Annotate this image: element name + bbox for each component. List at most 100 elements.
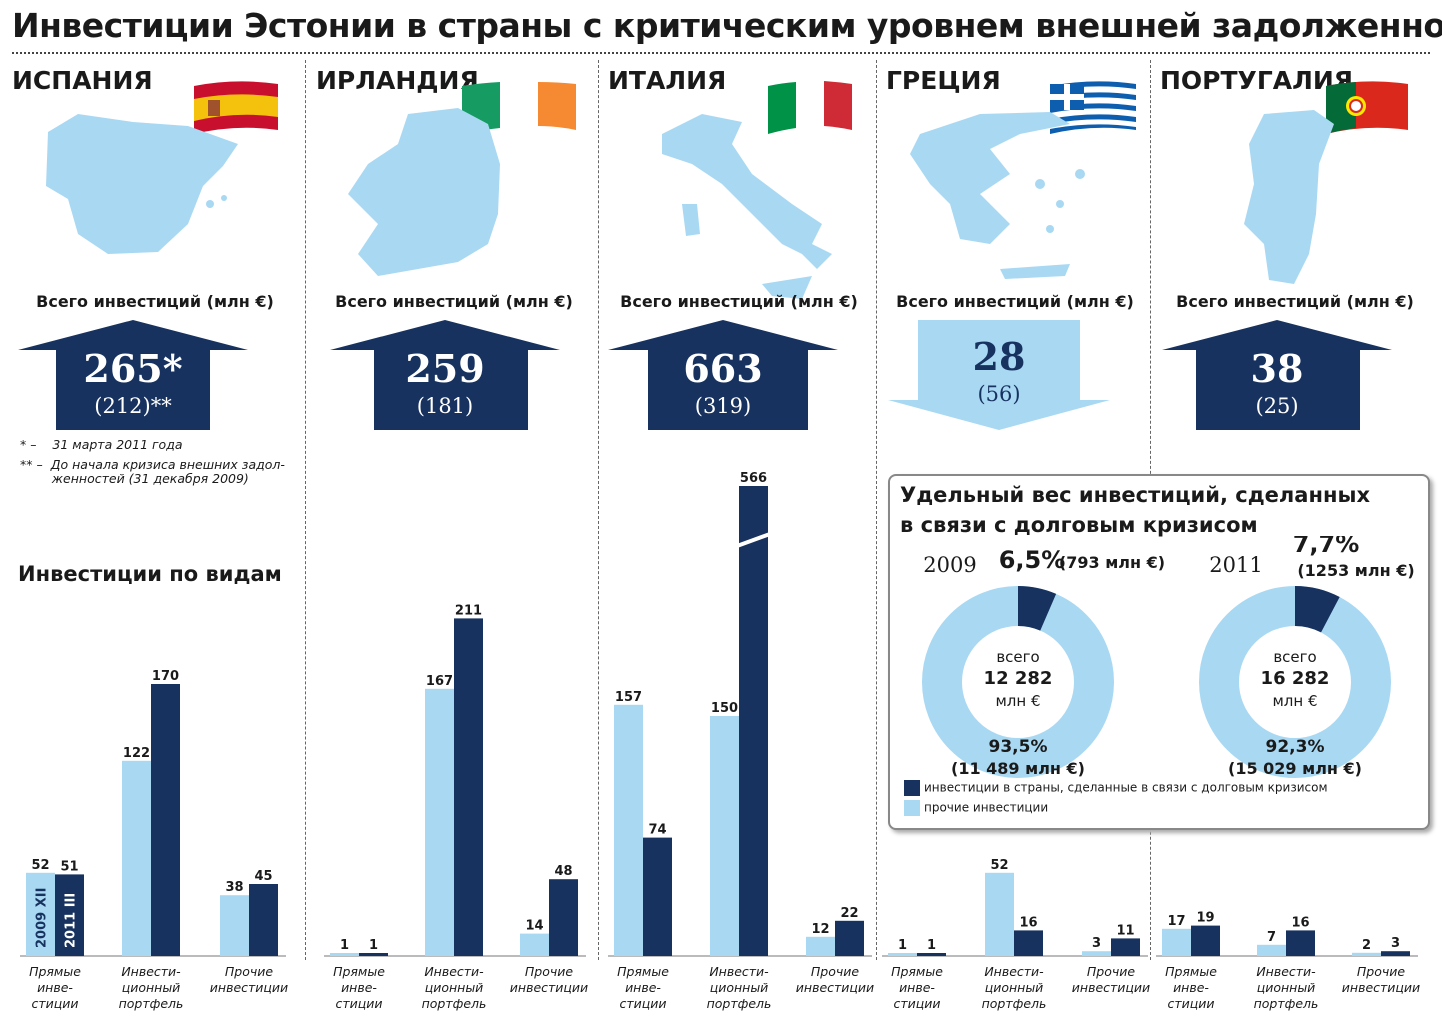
total-value: 28: [972, 334, 1026, 379]
category-label: инвестиции: [796, 980, 874, 995]
greece-flag-icon: [1050, 81, 1136, 134]
category-label: ционный: [710, 980, 769, 995]
category-label: стиции: [893, 996, 940, 1011]
bar-2009: [1352, 952, 1381, 956]
bar-value-label: 14: [525, 919, 543, 934]
panel-title-text: Удельный вес инвестиций, сделанных в свя…: [900, 483, 1370, 537]
total-label: Всего инвестиций (млн €): [335, 292, 573, 311]
donut-total-value: 16 282: [1261, 668, 1330, 689]
bar-2009: [1257, 944, 1286, 956]
column-separator: [876, 60, 877, 960]
section-title: Инвестиции по видам: [18, 562, 282, 586]
up-arrow-icon: [1162, 320, 1392, 430]
down-arrow-icon: [888, 320, 1110, 430]
donut-crisis-slice: [1018, 586, 1057, 631]
note-mark: * –: [20, 437, 37, 452]
legend-label: прочие инвестиции: [924, 800, 1049, 815]
debt-crisis-share-panel: Удельный вес инвестиций, сделанных в свя…: [888, 474, 1430, 830]
category-label: портфель: [707, 996, 772, 1011]
total-prev: (56): [977, 382, 1021, 406]
donut-share-amount: (793 млн €): [1059, 553, 1165, 572]
ireland-flag-icon: [462, 81, 576, 134]
bar-value-label: 51: [60, 859, 78, 874]
donut-rest-amount: (15 029 млн €): [1228, 759, 1362, 778]
bar-2009: [220, 895, 249, 956]
category-label: стиции: [335, 996, 382, 1011]
category-label: инве-: [899, 980, 935, 995]
column-separator: [305, 60, 306, 960]
country-column-greece: ГРЕЦИЯ Всего инвестиций (млн €) 28 (56): [880, 56, 1150, 1034]
bar-value-label: 3: [1092, 936, 1101, 951]
category-label: Инвести-: [424, 964, 484, 979]
total-prev: (25): [1255, 394, 1299, 418]
category-label: портфель: [422, 996, 487, 1011]
bar-2009: [1082, 951, 1111, 956]
bar-value-label: 48: [554, 864, 572, 879]
category-label: стиции: [619, 996, 666, 1011]
total-value: 265*: [83, 346, 183, 391]
category-label: Прочие: [525, 964, 573, 979]
greece-map-icon: [910, 112, 1085, 279]
note-2: ** – До начала кризиса внешних задол- же…: [20, 458, 285, 486]
portugal-flag-icon: [1326, 81, 1408, 134]
category-label: Прочие: [811, 964, 859, 979]
bar-value-label: 122: [123, 746, 150, 761]
bar-value-label: 211: [455, 603, 482, 618]
category-label: ционный: [1257, 980, 1316, 995]
donut-year: 2009: [923, 553, 976, 577]
legend-item-crisis: инвестиции в страны, сделанные в связи с…: [904, 780, 1328, 796]
bar-2011: [454, 618, 483, 956]
title-rule: [12, 52, 1430, 54]
country-column-spain: ИСПАНИЯ Всего инвестиций (млн €) 265* (2…: [6, 56, 304, 1034]
donut-crisis-slice: [1295, 586, 1340, 633]
bar-value-label: 157: [615, 690, 642, 705]
bar-value-label: 1: [340, 938, 349, 953]
bar-2011: [1381, 951, 1410, 956]
category-label: стиции: [31, 996, 78, 1011]
bar-2011: [835, 920, 864, 956]
donut-year: 2011: [1209, 553, 1262, 577]
total-label: Всего инвестиций (млн €): [36, 292, 274, 311]
donut-total-unit: млн €: [995, 692, 1040, 710]
donut-share-label: 7,7%: [1293, 536, 1360, 558]
category-label: Прямые: [29, 964, 81, 979]
country-name: ИРЛАНДИЯ: [316, 66, 479, 95]
bar-value-label: 1: [898, 938, 907, 953]
bar-2009: [614, 704, 643, 956]
category-label: Инвести-: [1256, 964, 1316, 979]
note-text: До начала кризиса внешних задол-: [50, 457, 285, 472]
bar-value-label: 17: [1167, 914, 1185, 929]
donut-total-unit: млн €: [1272, 692, 1317, 710]
bar-2011: [739, 486, 768, 956]
category-label: Прямые: [617, 964, 669, 979]
donut-total-value: 12 282: [984, 668, 1053, 689]
ireland-map-icon: [348, 108, 500, 276]
category-label: ционный: [425, 980, 484, 995]
donut-share-label: 6,5%: [999, 546, 1066, 574]
bar-2011: [1014, 930, 1043, 956]
note-mark: ** –: [20, 457, 43, 472]
up-arrow-icon: [330, 320, 560, 430]
bar-value-label: 16: [1291, 915, 1309, 930]
bar-2011: [549, 879, 578, 956]
panel-title: Удельный вес инвестиций, сделанных в свя…: [900, 480, 1380, 540]
bar-value-label: 16: [1019, 915, 1037, 930]
donut-total-word: всего: [1273, 648, 1316, 666]
bar-2009: [985, 872, 1014, 956]
category-label: инве-: [341, 980, 377, 995]
year-label: 2011 III: [64, 893, 79, 948]
bar-2009: [888, 953, 917, 956]
total-label: Всего инвестиций (млн €): [620, 292, 858, 311]
total-value: 38: [1250, 346, 1304, 391]
legend-label: инвестиции в страны, сделанные в связи с…: [924, 780, 1328, 795]
category-label: ционный: [122, 980, 181, 995]
bar-value-label: 3: [1391, 936, 1400, 951]
country-name: ИСПАНИЯ: [12, 66, 153, 95]
category-label: Прямые: [333, 964, 385, 979]
bar-2011: [917, 953, 946, 956]
spain-flag-icon: [194, 81, 278, 134]
column-separator: [598, 60, 599, 960]
year-label: 2009 XII: [35, 888, 50, 948]
legend-swatch: [904, 780, 920, 796]
